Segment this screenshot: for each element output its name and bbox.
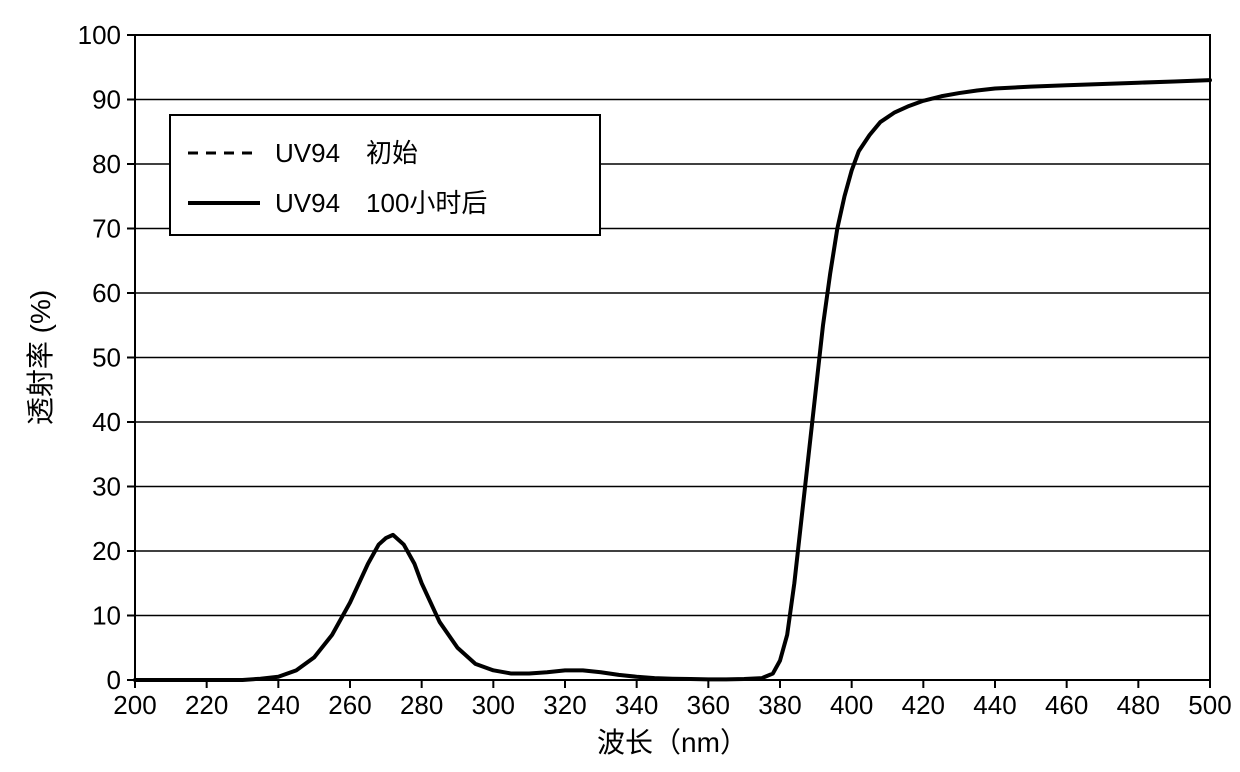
x-tick-label: 260 <box>328 690 371 720</box>
legend-label-0: UV94 初始 <box>275 138 418 168</box>
x-tick-label: 480 <box>1117 690 1160 720</box>
transmittance-chart: 2002202402602803003203403603804004204404… <box>0 0 1240 772</box>
x-axis-label: 波长（nm） <box>597 727 748 758</box>
x-tick-label: 400 <box>830 690 873 720</box>
y-tick-label: 70 <box>92 214 121 244</box>
x-tick-label: 220 <box>185 690 228 720</box>
y-tick-label: 30 <box>92 472 121 502</box>
y-tick-label: 90 <box>92 85 121 115</box>
y-tick-label: 80 <box>92 149 121 179</box>
y-tick-label: 100 <box>78 20 121 50</box>
y-axis-label: 透射率 (%) <box>25 290 56 425</box>
x-tick-label: 460 <box>1045 690 1088 720</box>
y-tick-label: 0 <box>107 665 121 695</box>
x-tick-label: 240 <box>257 690 300 720</box>
chart-svg: 2002202402602803003203403603804004204404… <box>0 0 1240 772</box>
y-tick-label: 40 <box>92 407 121 437</box>
x-tick-label: 340 <box>615 690 658 720</box>
x-tick-label: 500 <box>1188 690 1231 720</box>
x-tick-label: 440 <box>973 690 1016 720</box>
x-tick-label: 300 <box>472 690 515 720</box>
x-tick-label: 420 <box>902 690 945 720</box>
y-tick-label: 20 <box>92 536 121 566</box>
x-tick-label: 380 <box>758 690 801 720</box>
y-tick-label: 50 <box>92 343 121 373</box>
y-tick-label: 10 <box>92 601 121 631</box>
legend-label-1: UV94 100小时后 <box>275 188 487 218</box>
y-tick-label: 60 <box>92 278 121 308</box>
x-tick-label: 360 <box>687 690 730 720</box>
x-tick-label: 320 <box>543 690 586 720</box>
x-tick-label: 280 <box>400 690 443 720</box>
